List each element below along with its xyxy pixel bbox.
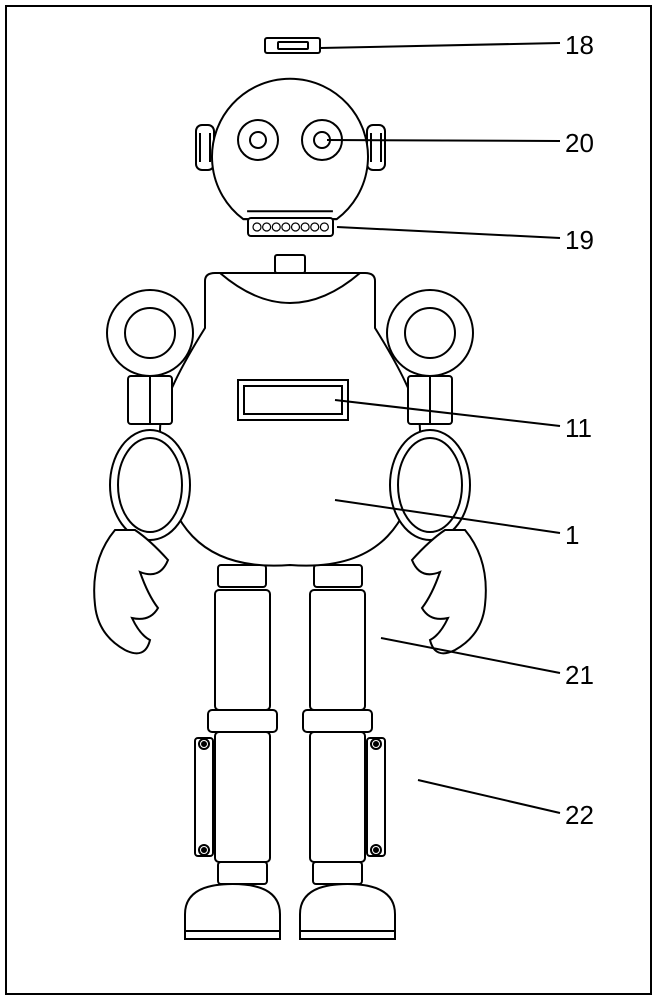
callout-label-21: 21	[565, 660, 594, 691]
callout-label-1: 1	[565, 520, 579, 551]
callout-label-22: 22	[565, 800, 594, 831]
callout-label-11: 11	[565, 413, 592, 444]
callout-label-18: 18	[565, 30, 594, 61]
callout-label-19: 19	[565, 225, 594, 256]
robot-diagram	[0, 0, 657, 1000]
callout-label-20: 20	[565, 128, 594, 159]
figure-stage: 1820191112122	[0, 0, 657, 1000]
